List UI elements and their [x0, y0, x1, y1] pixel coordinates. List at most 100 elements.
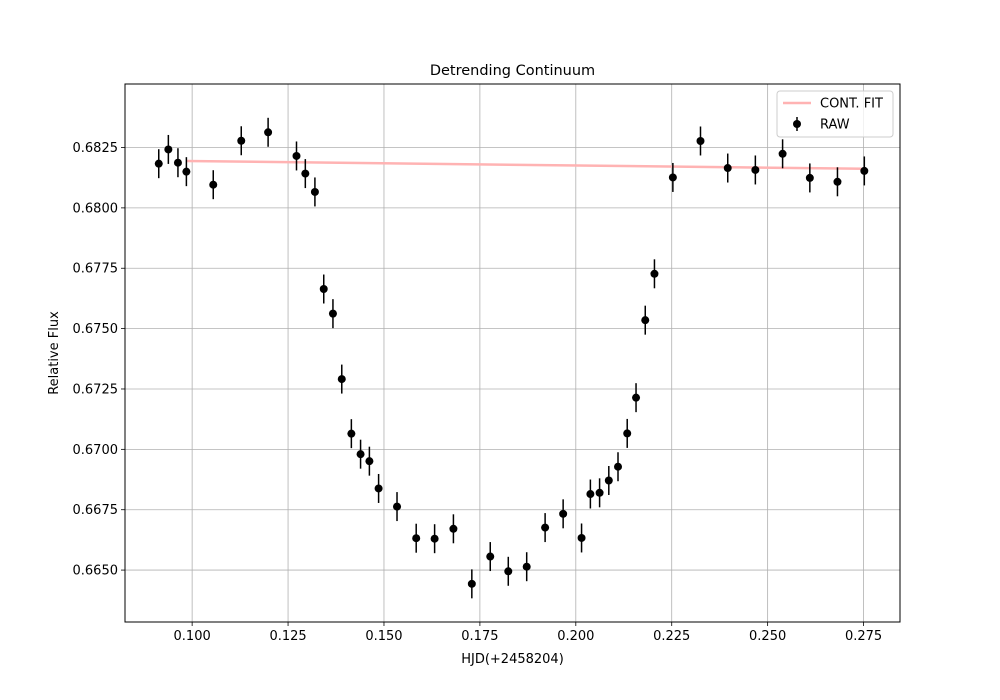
data-marker — [173, 158, 182, 167]
data-point — [586, 479, 595, 509]
data-point — [164, 134, 173, 164]
data-marker — [723, 164, 732, 173]
data-marker — [650, 269, 659, 278]
y-axis-ticks: 0.6650 0.6675 0.6700 0.6725 0.6750 0.6775 0.68… — [73, 141, 125, 579]
data-point — [577, 523, 586, 553]
x-axis-ticks: 0.100 0.125 0.150 0.175 0.200 0.225 0.250 0.275 — [174, 622, 882, 644]
data-point — [237, 126, 246, 156]
data-marker — [182, 167, 191, 176]
data-point — [412, 523, 421, 553]
data-marker — [504, 567, 513, 576]
data-marker — [577, 533, 586, 542]
data-marker — [833, 177, 842, 186]
data-point — [595, 478, 604, 508]
y-tick-label: 0.6775 — [73, 262, 119, 277]
x-axis-label: HJD(+2458204) — [461, 652, 564, 667]
data-point — [301, 159, 310, 189]
data-marker — [430, 534, 439, 543]
data-marker — [310, 187, 319, 196]
data-point — [778, 139, 787, 169]
data-marker — [237, 136, 246, 145]
data-point — [310, 177, 319, 207]
data-point — [632, 383, 641, 413]
legend-label-raw: RAW — [820, 118, 850, 133]
data-marker — [632, 393, 641, 402]
data-point — [723, 153, 732, 183]
x-tick-label: 0.100 — [174, 629, 211, 644]
raw-series — [154, 117, 869, 599]
data-point — [430, 524, 439, 554]
x-tick-label: 0.200 — [557, 629, 594, 644]
cont-fit-line — [186, 159, 865, 171]
data-marker — [374, 484, 383, 493]
data-point — [860, 156, 869, 186]
y-tick-label: 0.6750 — [73, 322, 119, 337]
y-tick-label: 0.6675 — [73, 503, 119, 518]
x-tick-label: 0.225 — [653, 629, 690, 644]
data-marker — [522, 562, 531, 571]
data-marker — [449, 524, 458, 533]
x-tick-label: 0.175 — [461, 629, 498, 644]
data-point — [805, 163, 814, 193]
legend-swatch-raw-marker — [793, 120, 801, 128]
chart-title: Detrending Continuum — [430, 63, 595, 79]
x-tick-label: 0.250 — [749, 629, 786, 644]
data-marker — [356, 450, 365, 459]
fit-series — [186, 159, 865, 171]
data-point — [668, 162, 677, 192]
data-marker — [412, 534, 421, 543]
data-marker — [264, 128, 273, 137]
data-point — [173, 148, 182, 178]
y-tick-label: 0.6700 — [73, 443, 119, 458]
data-marker — [347, 429, 356, 438]
data-marker — [805, 173, 814, 182]
data-point — [650, 259, 659, 289]
y-tick-label: 0.6725 — [73, 382, 119, 397]
y-axis-label: Relative Flux — [47, 311, 62, 395]
data-marker — [328, 309, 337, 318]
data-marker — [696, 136, 705, 145]
data-point — [504, 556, 513, 586]
data-point — [522, 552, 531, 582]
data-point — [623, 418, 632, 448]
data-marker — [337, 375, 346, 384]
data-marker — [164, 145, 173, 154]
data-marker — [319, 285, 328, 294]
legend-label-cont-fit: CONT. FIT — [820, 97, 883, 112]
data-marker — [154, 159, 163, 168]
data-point — [541, 513, 550, 543]
data-marker — [586, 490, 595, 499]
y-tick-label: 0.6825 — [73, 141, 119, 156]
data-point — [264, 117, 273, 147]
data-point — [347, 419, 356, 449]
data-point — [356, 439, 365, 469]
legend: CONT. FIT RAW — [776, 90, 894, 138]
data-marker — [604, 476, 613, 485]
data-point — [337, 364, 346, 394]
y-tick-label: 0.6650 — [73, 564, 119, 579]
data-point — [209, 170, 218, 200]
data-marker — [467, 579, 476, 588]
data-point — [614, 452, 623, 482]
data-point — [467, 569, 476, 599]
data-point — [393, 492, 402, 522]
x-tick-label: 0.125 — [269, 629, 306, 644]
data-point — [486, 542, 495, 572]
data-marker — [778, 149, 787, 158]
data-marker — [209, 180, 218, 189]
data-marker — [623, 429, 632, 438]
data-point — [641, 305, 650, 335]
data-point — [292, 141, 301, 171]
y-tick-label: 0.6800 — [73, 201, 119, 216]
data-marker — [751, 165, 760, 174]
data-marker — [614, 462, 623, 471]
data-point — [328, 299, 337, 329]
data-marker — [860, 166, 869, 175]
data-point — [604, 466, 613, 495]
data-point — [319, 274, 328, 304]
plot-frame — [124, 83, 901, 623]
data-marker — [559, 509, 568, 518]
data-marker — [292, 151, 301, 160]
data-marker — [365, 457, 374, 466]
